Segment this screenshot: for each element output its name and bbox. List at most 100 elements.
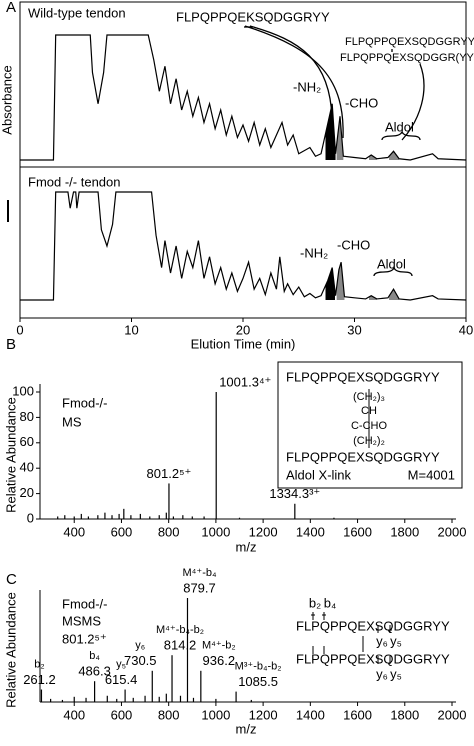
peak-label: 615.4 [105, 672, 138, 687]
peak-ion: y₆ [135, 640, 145, 652]
peak-highlight [336, 116, 344, 160]
peak-highlight [336, 262, 345, 300]
panel-name: Wild-type tendon [28, 5, 126, 20]
annotation: FLPQPPQEKSQDGGRYY [176, 9, 330, 24]
peak-label: 486.3 [78, 664, 111, 679]
peak-ion: M³⁺-b₄-b₂ [235, 661, 282, 673]
arrow [401, 63, 425, 141]
panel-label: C [6, 571, 17, 588]
inset-text: FLPQPPQEXSQDGGRYY [286, 449, 440, 464]
x-tick-label: 400 [63, 524, 85, 539]
peak-ion: M⁴⁺-b₂ [202, 640, 236, 652]
y-tick-label: 20 [20, 485, 34, 500]
panel-text: MS [62, 414, 82, 429]
inset-text: C-CHO [351, 420, 387, 432]
inset-text: FLPQPPQEXSQDGGRYY [296, 651, 450, 666]
peak-label: 730.5 [124, 653, 157, 668]
x-tick-label: 0 [16, 322, 23, 337]
peak-ion: y₅ [116, 658, 126, 670]
panel-text: 801.2⁵⁺ [62, 631, 107, 646]
trace [20, 191, 467, 301]
panel-text: Fmod-/- [62, 395, 108, 410]
peak-highlight [368, 155, 377, 160]
y-axis-label: Relative Abundance [3, 592, 18, 708]
y-tick-label: 60 [20, 434, 34, 449]
annotation: -CHO [337, 237, 370, 252]
panel-label: A [6, 0, 16, 16]
panel-name: Fmod -/- tendon [28, 174, 121, 189]
x-tick-label: 1800 [390, 707, 419, 722]
x-tick-label: 1200 [249, 524, 278, 539]
annotation: -NH₂ [293, 79, 321, 94]
x-tick-label: 800 [158, 524, 180, 539]
brace [381, 130, 421, 141]
x-tick-label: 2000 [438, 707, 467, 722]
inset-text: b₂ [309, 595, 321, 610]
inset-text: M=4001 [408, 467, 455, 482]
annotation: FLPQPPQEXSQDGGR(YY) [340, 52, 474, 64]
x-tick-label: 20 [236, 322, 250, 337]
peak-ion: b₂ [34, 658, 44, 670]
x-tick-label: 400 [63, 707, 85, 722]
x-tick-label: 1600 [343, 707, 372, 722]
peak-label: 1085.5 [238, 674, 278, 689]
y-tick-label: 80 [20, 409, 34, 424]
inset-text: CH [361, 405, 377, 417]
x-tick-label: 1600 [343, 524, 372, 539]
peak-ion: M⁴⁺-b₄-b₂ [156, 624, 204, 636]
brackets [312, 646, 391, 664]
arrows [244, 25, 425, 277]
peak-label: 801.2⁵⁺ [147, 466, 192, 481]
peak-highlight [368, 295, 377, 300]
x-tick-label: 10 [124, 322, 138, 337]
x-axis-label: m/z [236, 539, 257, 554]
inset-text: FLPQPPQEXSQDGGRYY [296, 618, 450, 633]
annotation: Aldol [385, 119, 414, 134]
x-tick-label: 1400 [296, 707, 325, 722]
y-tick-label: 40 [20, 460, 34, 475]
inset-box [277, 361, 463, 489]
brackets [311, 612, 392, 633]
annotation: -CHO [345, 95, 378, 110]
inset-text: y₆ [376, 633, 388, 648]
y-axis-label: Absorbance [0, 65, 14, 134]
peak-highlight [389, 289, 400, 300]
inset-text: Aldol X-link [286, 467, 352, 482]
x-axis-label: m/z [236, 721, 257, 736]
x-tick-label: 800 [158, 707, 180, 722]
inset-text: (CH₂)₃ [353, 391, 385, 403]
annotation: FLPQPPQEXSQDGGRYY [345, 36, 474, 48]
inset-text: (CH₂)₂ [353, 435, 385, 447]
peak-ion: b₄ [89, 650, 100, 662]
annotation: -NH₂ [300, 245, 328, 260]
x-tick-label: 40 [459, 322, 473, 337]
inset-text: b₄ [324, 595, 337, 610]
peak-ion: M⁴⁺-b₄ [183, 567, 217, 579]
x-tick-label: 1400 [296, 524, 325, 539]
x-tick-label: 1800 [390, 524, 419, 539]
brace [373, 266, 413, 277]
y-tick-label: 0 [27, 510, 34, 525]
x-tick-label: 30 [347, 322, 361, 337]
x-tick-label: 2000 [438, 524, 467, 539]
annotation: Aldol [377, 256, 406, 271]
arrow [244, 25, 344, 139]
trace [20, 34, 467, 161]
peak-label: 879.7 [183, 580, 216, 595]
peak-label: 1001.3⁴⁺ [219, 374, 271, 389]
inset-text: y₅ [390, 633, 402, 648]
x-tick-label: 600 [111, 707, 133, 722]
panel-label: B [6, 336, 16, 353]
x-tick-label: 1000 [201, 524, 230, 539]
x-tick-label: 1200 [249, 707, 278, 722]
x-axis-label: Elution Time (min) [191, 336, 296, 351]
panel-text: Fmod-/- [62, 596, 108, 611]
panel-text: MSMS [62, 613, 101, 628]
insets [277, 361, 463, 664]
inset-text: y₆ [376, 666, 388, 681]
peak-label: 261.2 [23, 672, 56, 687]
peak-label: 936.2 [203, 653, 236, 668]
arrow [249, 25, 333, 119]
